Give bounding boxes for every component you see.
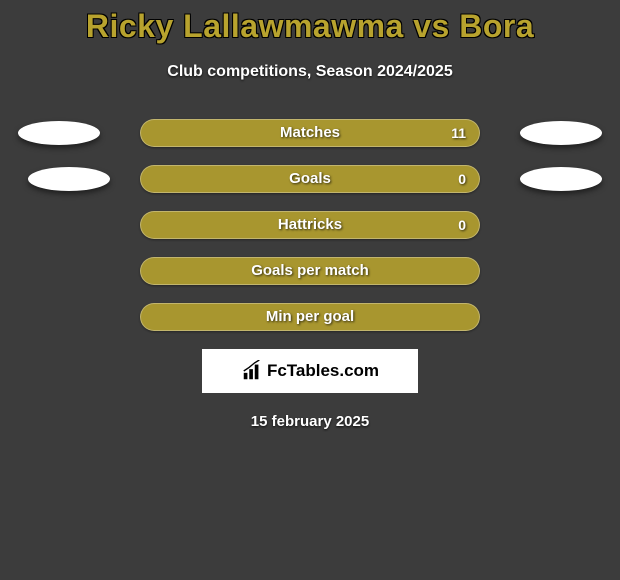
- stat-row: Hattricks0: [0, 211, 620, 239]
- stat-value: 0: [458, 211, 466, 239]
- bars-icon: [241, 360, 263, 382]
- date-text: 15 february 2025: [0, 413, 620, 430]
- stat-label: Min per goal: [140, 303, 480, 331]
- stat-row: Matches11: [0, 119, 620, 147]
- player-left-marker: [28, 167, 110, 191]
- stat-label: Goals per match: [140, 257, 480, 285]
- player-left-marker: [18, 121, 100, 145]
- player-right-marker: [520, 167, 602, 191]
- logo-text: FcTables.com: [267, 361, 379, 381]
- page-title: Ricky Lallawmawma vs Bora: [0, 8, 620, 45]
- stat-value: 0: [458, 165, 466, 193]
- subtitle: Club competitions, Season 2024/2025: [0, 63, 620, 81]
- stat-row: Goals0: [0, 165, 620, 193]
- stat-row: Min per goal: [0, 303, 620, 331]
- stat-row: Goals per match: [0, 257, 620, 285]
- stat-label: Matches: [140, 119, 480, 147]
- stats-area: Matches11Goals0Hattricks0Goals per match…: [0, 119, 620, 331]
- player-right-marker: [520, 121, 602, 145]
- stat-value: 11: [451, 119, 466, 147]
- stat-label: Goals: [140, 165, 480, 193]
- comparison-infographic: Ricky Lallawmawma vs Bora Club competiti…: [0, 0, 620, 430]
- logo-box: FcTables.com: [202, 349, 418, 393]
- stat-label: Hattricks: [140, 211, 480, 239]
